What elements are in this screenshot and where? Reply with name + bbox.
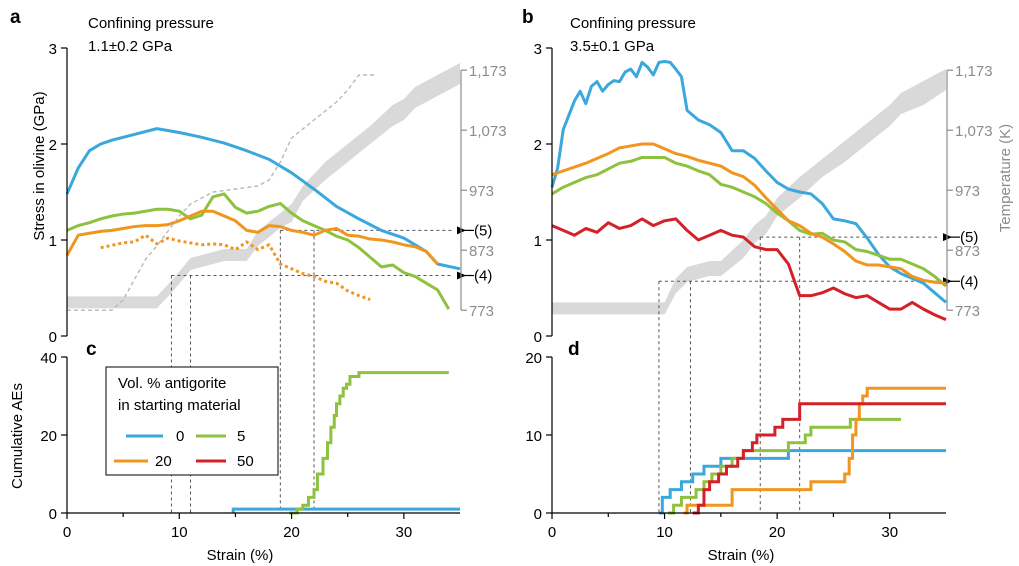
stress-lines-b bbox=[550, 59, 947, 322]
ae-lines-c bbox=[231, 371, 460, 515]
temperature-tick-label: 873 bbox=[469, 243, 494, 260]
marker-label: (5) bbox=[474, 222, 492, 239]
panel-letter-b: b bbox=[522, 7, 534, 28]
series-line-20 bbox=[65, 209, 439, 266]
guide-lines-b: (5) (4) bbox=[658, 229, 978, 513]
panel-c-xlabel: Strain (%) bbox=[207, 547, 274, 564]
legend-label-0: 0 bbox=[176, 428, 184, 445]
y-tick-label: 0 bbox=[49, 329, 57, 346]
marker-label: (5) bbox=[960, 229, 978, 246]
legend-title-line1: Vol. % antigorite bbox=[118, 375, 226, 392]
y-tick-label: 10 bbox=[525, 428, 542, 445]
x-tick-label: 10 bbox=[171, 524, 188, 541]
ae-step-line-50 bbox=[692, 402, 946, 515]
series-line-20-dotted bbox=[100, 233, 371, 301]
panel-b-title-line1: Confining pressure bbox=[570, 15, 696, 32]
temperature-tick-label: 1,073 bbox=[469, 123, 507, 140]
ae-step-line-5 bbox=[289, 371, 449, 515]
temperature-tick-label: 873 bbox=[955, 243, 980, 260]
ae-lines-d bbox=[658, 386, 946, 515]
temperature-band-b bbox=[552, 69, 946, 315]
stress-lines-a bbox=[65, 74, 461, 311]
ae-step-line-0 bbox=[658, 449, 946, 515]
x-tick-label: 10 bbox=[656, 524, 673, 541]
panel-b-title-line2: 3.5±0.1 GPa bbox=[570, 38, 655, 55]
y-tick-label: 0 bbox=[49, 506, 57, 523]
temperature-tick-label: 773 bbox=[469, 303, 494, 320]
series-line-0 bbox=[65, 127, 461, 271]
panel-a-title-line2: 1.1±0.2 GPa bbox=[88, 38, 173, 55]
y-tick-label: 0 bbox=[534, 329, 542, 346]
x-tick-label: 30 bbox=[396, 524, 413, 541]
y-tick-label: 1 bbox=[534, 233, 542, 250]
x-tick-label: 20 bbox=[283, 524, 300, 541]
x-tick-label: 30 bbox=[881, 524, 898, 541]
y-tick-label: 2 bbox=[49, 137, 57, 154]
series-line-50 bbox=[551, 217, 947, 322]
series-line-5 bbox=[66, 192, 451, 310]
panel-c-ylabel: Cumulative AEs bbox=[9, 383, 26, 489]
temperature-band-a bbox=[67, 63, 460, 309]
panel-d-xlabel: Strain (%) bbox=[708, 547, 775, 564]
temperature-band bbox=[552, 69, 946, 315]
y-tick-label: 0 bbox=[534, 506, 542, 523]
legend-box bbox=[105, 366, 279, 476]
legend-label-5: 5 bbox=[237, 428, 245, 445]
axes-d: 0 10 20 0 10 20 30 bbox=[525, 350, 946, 541]
temperature-tick-label: 1,173 bbox=[955, 63, 993, 80]
y-tick-label: 3 bbox=[49, 41, 57, 58]
legend-label-20: 20 bbox=[155, 453, 172, 470]
series-line-0 bbox=[550, 59, 947, 304]
temperature-tick-label: 1,073 bbox=[955, 123, 993, 140]
y-tick-label: 3 bbox=[534, 41, 542, 58]
y-tick-label: 1 bbox=[49, 233, 57, 250]
axes-a: 0 1 2 3 773 873 973 1,073 1,173 bbox=[49, 41, 507, 346]
marker-label: (4) bbox=[960, 273, 978, 290]
panel-letter-c: c bbox=[86, 339, 97, 360]
marker-label: (4) bbox=[474, 268, 492, 285]
x-tick-label: 20 bbox=[769, 524, 786, 541]
ae-step-line-0 bbox=[231, 507, 460, 513]
temperature-tick-label: 973 bbox=[955, 183, 980, 200]
panel-b-temperature-label: Temperature (K) bbox=[997, 124, 1014, 232]
panel-d: d Strain (%) 0 10 20 0 10 20 30 bbox=[525, 339, 946, 564]
temperature-band bbox=[67, 63, 460, 309]
temperature-tick-label: 1,173 bbox=[469, 63, 507, 80]
y-tick-label: 20 bbox=[525, 350, 542, 367]
series-line-5 bbox=[551, 155, 947, 288]
panel-letter-d: d bbox=[568, 339, 580, 360]
panel-a-ylabel: Stress in olivine (GPa) bbox=[31, 91, 48, 240]
y-tick-label: 40 bbox=[40, 350, 57, 367]
panel-a: a Confining pressure 1.1±0.2 GPa Stress … bbox=[10, 7, 507, 513]
temperature-tick-label: 773 bbox=[955, 303, 980, 320]
legend: Vol. % antigorite in starting material 0… bbox=[105, 366, 279, 476]
temperature-dashed-line bbox=[67, 74, 376, 311]
y-tick-label: 20 bbox=[40, 428, 57, 445]
panel-letter-a: a bbox=[10, 7, 21, 28]
x-tick-label: 0 bbox=[63, 524, 71, 541]
temperature-tick-label: 973 bbox=[469, 183, 494, 200]
axes-b: 0 1 2 3 773 873 973 1,073 1,173 bbox=[534, 41, 993, 346]
legend-title-line2: in starting material bbox=[118, 397, 241, 414]
x-tick-label: 0 bbox=[548, 524, 556, 541]
legend-label-50: 50 bbox=[237, 453, 254, 470]
y-tick-label: 2 bbox=[534, 137, 542, 154]
series-line-20 bbox=[551, 142, 947, 285]
panel-a-title-line1: Confining pressure bbox=[88, 15, 214, 32]
ae-step-line-20 bbox=[683, 386, 946, 515]
panel-b: b Confining pressure 3.5±0.1 GPa Tempera… bbox=[522, 7, 1014, 513]
